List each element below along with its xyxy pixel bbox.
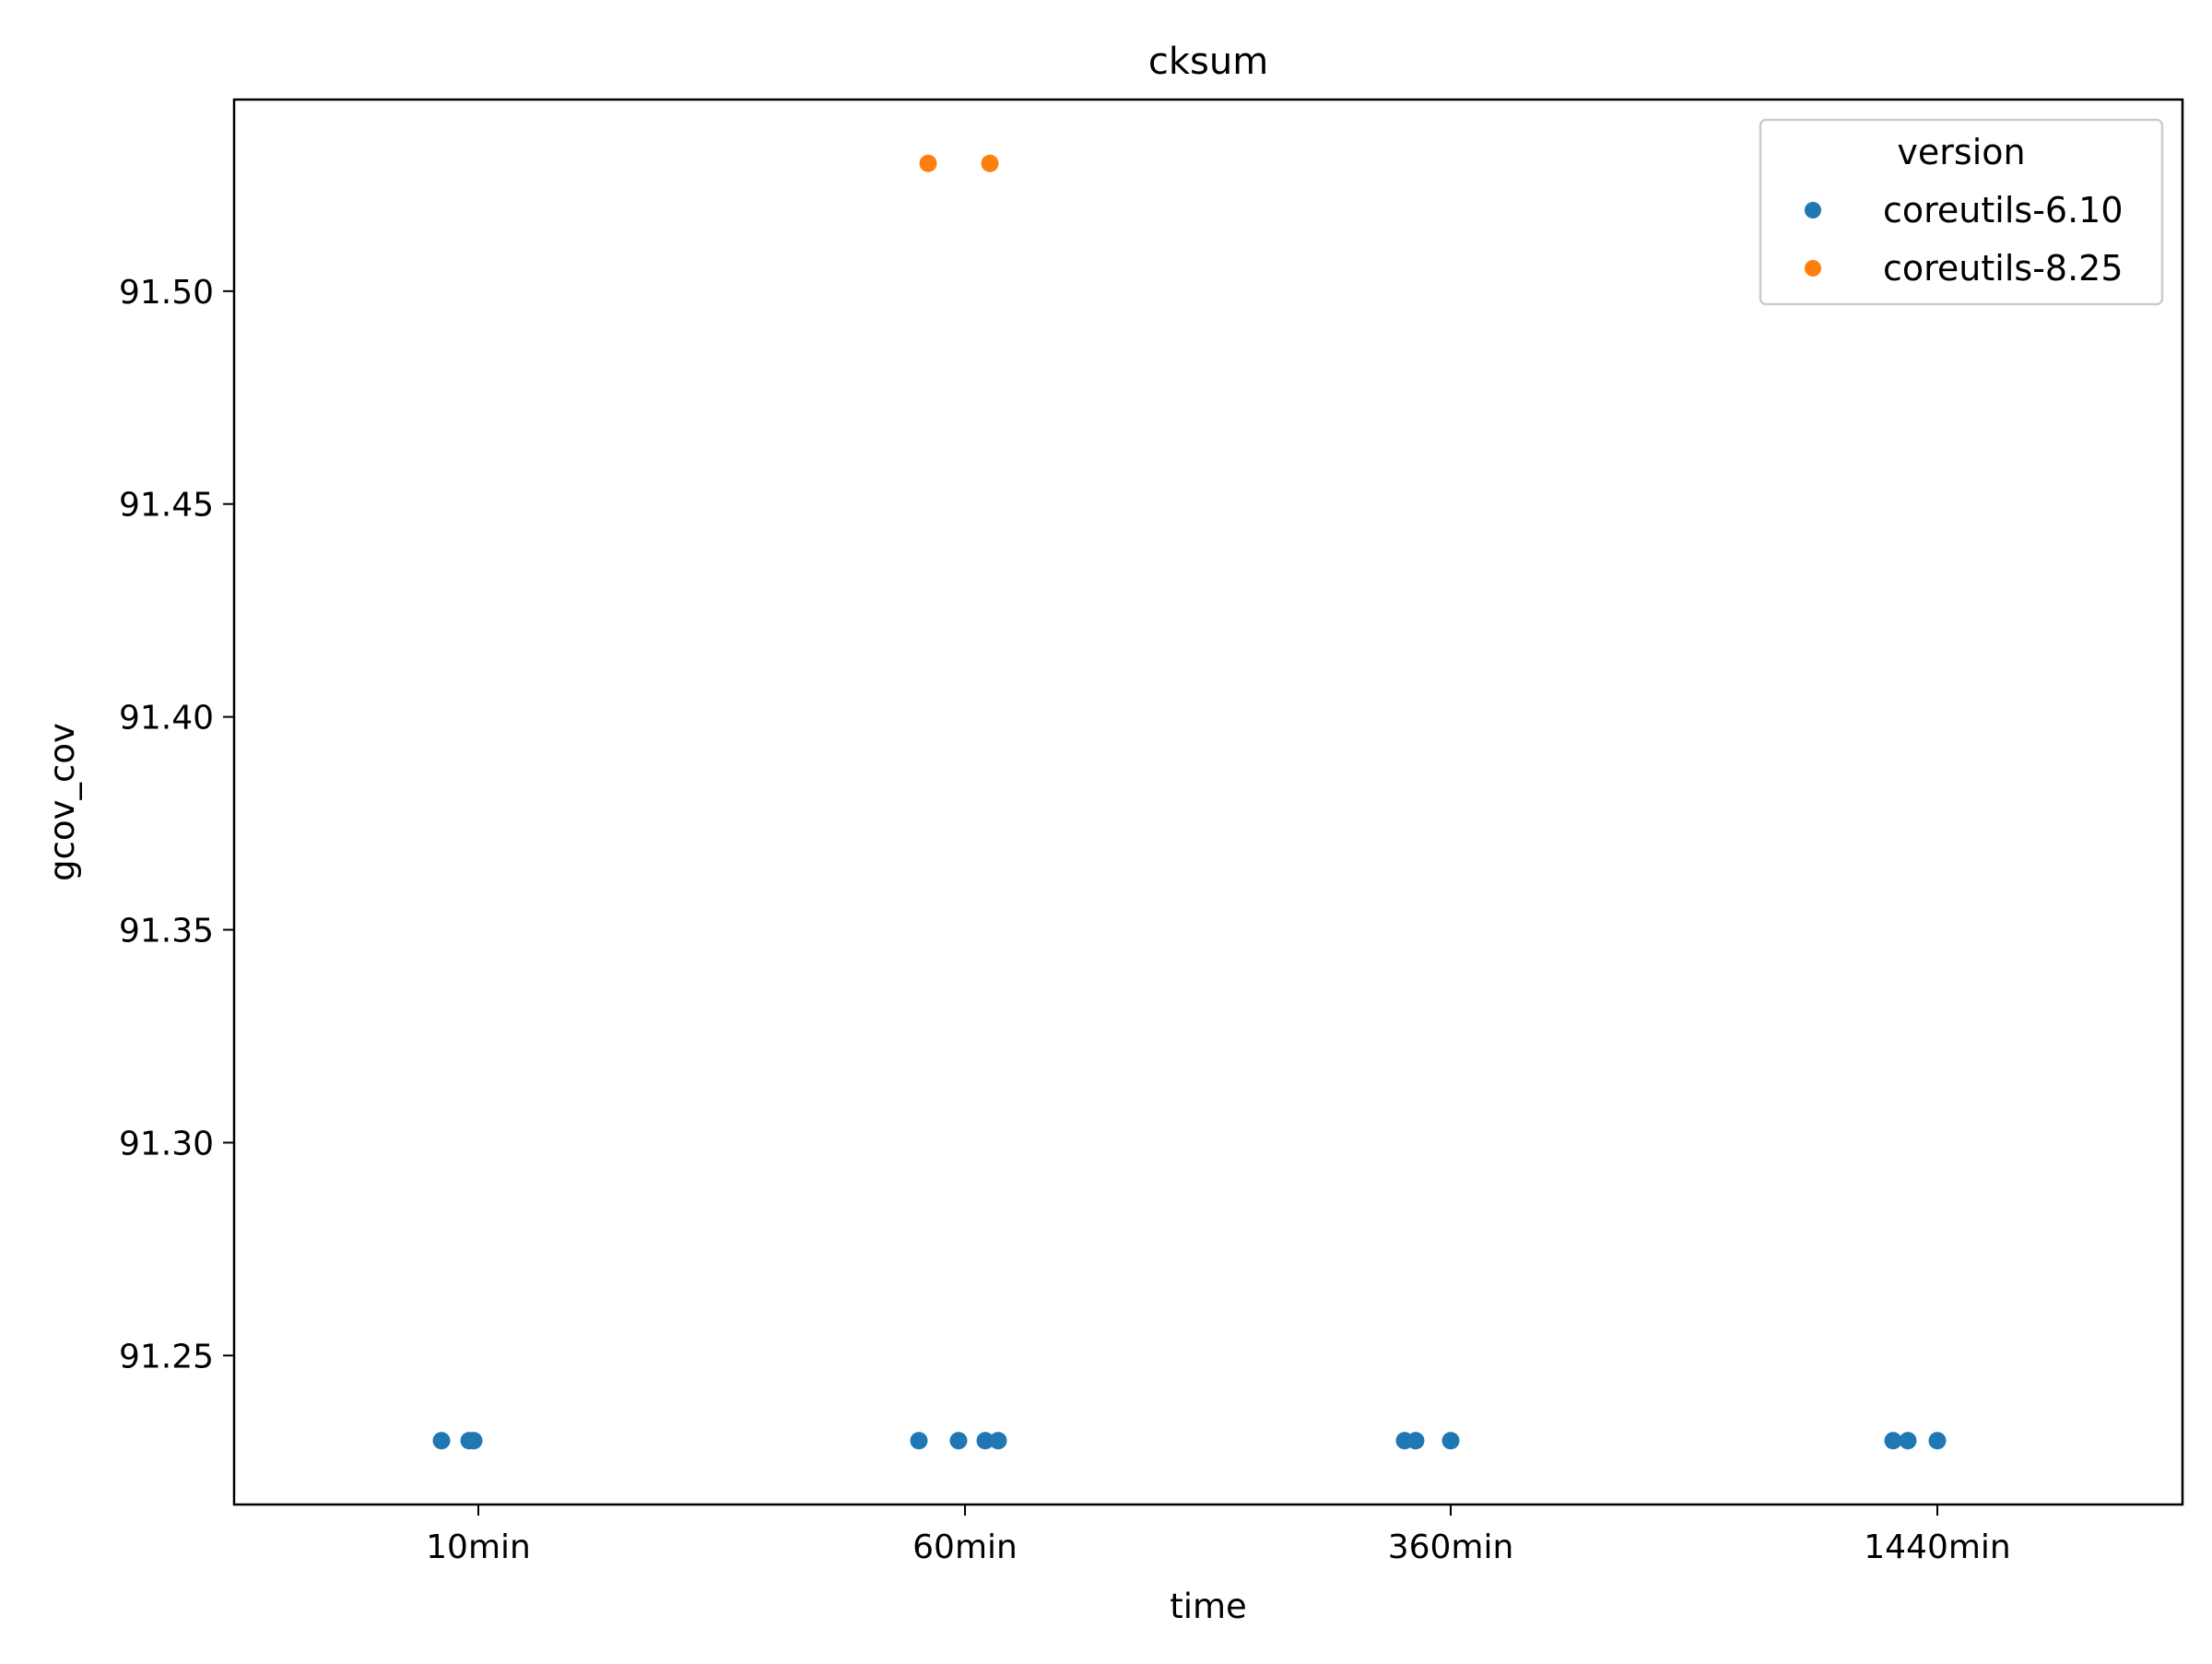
data-point-coreutils-6-10 — [1441, 1432, 1460, 1450]
data-point-coreutils-6-10 — [432, 1432, 451, 1450]
y-tick-label: 91.40 — [119, 700, 214, 738]
legend-marker-coreutils-6-10 — [1805, 202, 1821, 218]
x-tick-label: 60min — [912, 1528, 1018, 1566]
x-tick-label: 10min — [426, 1528, 531, 1566]
y-axis-ticks: 91.25 91.30 91.35 91.40 91.45 91.50 — [119, 274, 234, 1375]
y-tick-label: 91.30 — [119, 1125, 214, 1162]
data-point-coreutils-6-10 — [989, 1432, 1007, 1450]
data-point-coreutils-6-10 — [465, 1432, 483, 1450]
data-point-coreutils-6-10 — [949, 1432, 968, 1450]
y-axis-label: gcov_cov — [42, 723, 82, 881]
x-axis-ticks: 10min 60min 360min 1440min — [426, 1505, 2011, 1566]
chart-title: cksum — [1148, 41, 1268, 83]
x-axis-label: time — [1170, 1587, 1247, 1626]
data-point-coreutils-6-10 — [910, 1432, 928, 1450]
x-tick-label: 360min — [1388, 1528, 1514, 1566]
data-points — [432, 154, 1947, 1450]
y-tick-label: 91.50 — [119, 274, 214, 312]
legend-label-coreutils-6-10: coreutils-6.10 — [1883, 190, 2124, 230]
data-point-coreutils-8-25 — [981, 154, 999, 172]
legend-box — [1759, 118, 2164, 306]
legend-title: version — [1897, 132, 2025, 172]
data-point-coreutils-6-10 — [1899, 1432, 1917, 1450]
x-tick-label: 1440min — [1864, 1528, 2011, 1566]
y-tick-label: 91.45 — [119, 487, 214, 525]
plot-area-frame — [232, 98, 2184, 1506]
y-tick-label: 91.35 — [119, 913, 214, 950]
data-point-coreutils-6-10 — [1884, 1432, 1902, 1450]
data-point-coreutils-6-10 — [1928, 1432, 1947, 1450]
data-point-coreutils-6-10 — [976, 1432, 994, 1450]
legend: version coreutils-6.10 coreutils-8.25 — [1759, 118, 2164, 306]
legend-marker-coreutils-8-25 — [1805, 260, 1821, 277]
legend-label-coreutils-8-25: coreutils-8.25 — [1883, 248, 2124, 289]
y-tick-label: 91.25 — [119, 1338, 214, 1375]
data-point-coreutils-6-10 — [1406, 1432, 1425, 1450]
data-point-coreutils-8-25 — [919, 154, 937, 172]
